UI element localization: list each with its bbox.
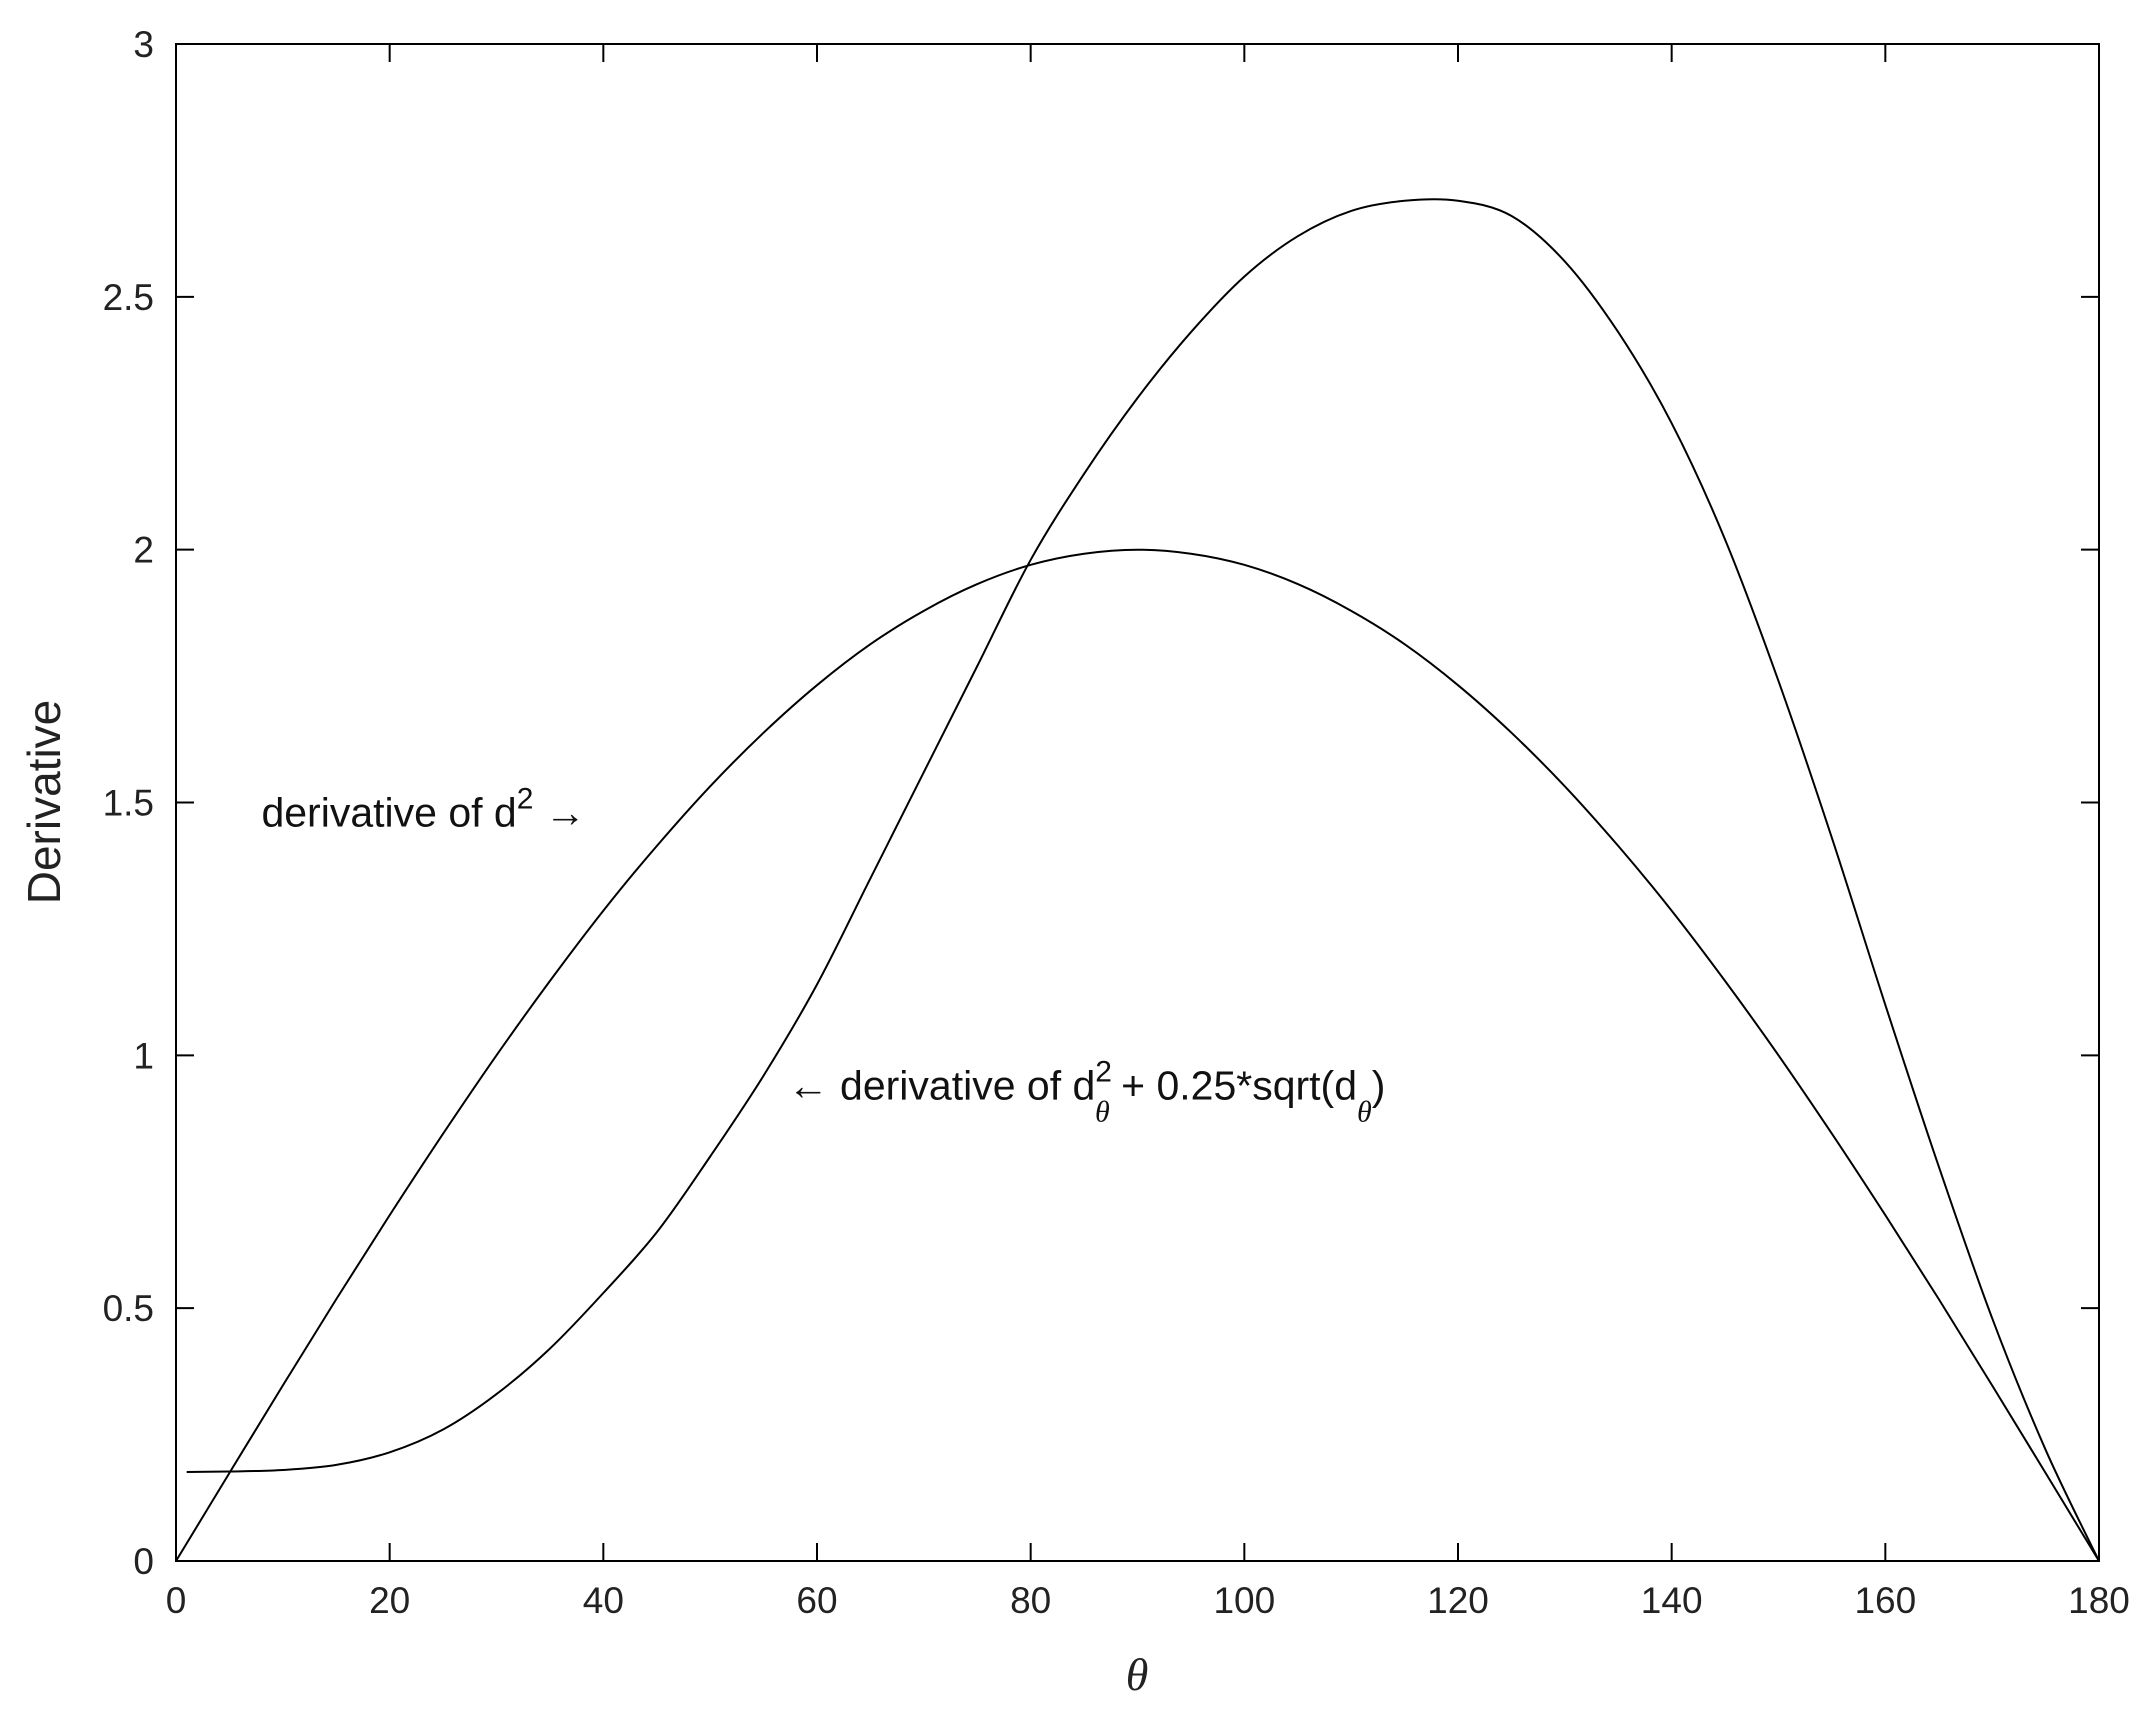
annotation-superscript: 2	[1095, 1056, 1112, 1089]
annotation-superscript: 2	[517, 783, 534, 816]
x-tick-label: 160	[1854, 1580, 1916, 1621]
y-tick-label: 2	[133, 530, 154, 571]
annotation-arrow: →	[533, 790, 585, 836]
annotation-text: derivative of d	[261, 790, 516, 836]
y-tick-label: 1	[133, 1035, 154, 1076]
y-axis-ticks: 0 0.5 1 1.5 2 2.5 3	[103, 24, 2099, 1582]
x-axis-ticks: 0 20 40 60 80 100 120 140 160 180	[166, 44, 2130, 1621]
annotation-subscript: θ	[1357, 1096, 1372, 1129]
annotations: derivative of d2 →← derivative of d2 θ + …	[261, 783, 1385, 1129]
y-tick-label: 2.5	[103, 277, 154, 318]
y-tick-label: 1.5	[103, 783, 154, 824]
x-tick-label: 60	[796, 1580, 837, 1621]
series-line-2	[186, 198, 2100, 1562]
annotation-text: )	[1372, 1063, 1386, 1109]
series-lines	[175, 198, 2100, 1562]
y-axis-title: Derivative	[18, 700, 70, 905]
annotation-d-squared: derivative of d2 →	[261, 783, 585, 836]
x-tick-label: 180	[2068, 1580, 2130, 1621]
annotation-text: derivative of d	[840, 1063, 1095, 1109]
x-tick-label: 80	[1010, 1580, 1051, 1621]
x-tick-label: 0	[166, 1580, 187, 1621]
y-tick-label: 0	[133, 1541, 154, 1582]
annotation-arrow: ←	[788, 1063, 840, 1109]
plot-area	[175, 43, 2100, 1562]
series-line-1	[175, 548, 2100, 1562]
x-tick-label: 20	[369, 1580, 410, 1621]
x-tick-label: 120	[1427, 1580, 1489, 1621]
x-tick-label: 140	[1641, 1580, 1703, 1621]
x-tick-label: 40	[583, 1580, 624, 1621]
x-axis-title: θ	[1126, 1649, 1149, 1700]
y-tick-label: 0.5	[103, 1288, 154, 1329]
y-tick-label: 3	[133, 24, 154, 65]
annotation-text: + 0.25*sqrt(d	[1110, 1063, 1357, 1109]
x-tick-label: 100	[1213, 1580, 1275, 1621]
annotation-subscript: θ	[1095, 1096, 1110, 1129]
annotation-d-theta: ← derivative of d2 θ + 0.25*sqrt(dθ)	[788, 1056, 1386, 1129]
